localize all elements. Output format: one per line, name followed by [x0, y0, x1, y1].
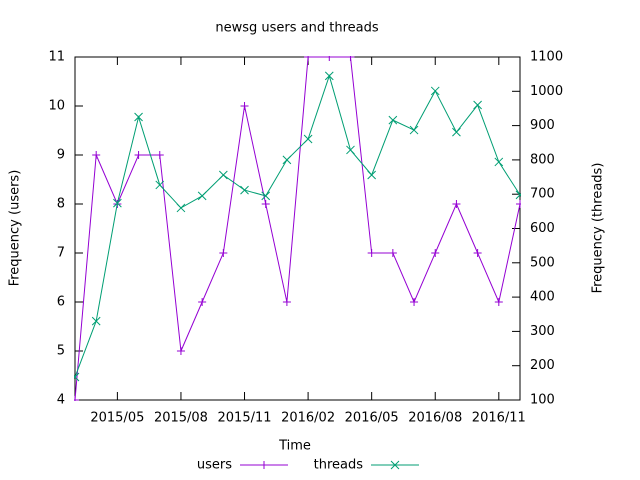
point-marker: [452, 127, 461, 137]
point-marker: [452, 200, 461, 208]
point-marker: [346, 56, 355, 61]
y2-tick-label: 600: [530, 221, 555, 236]
point-marker: [515, 190, 521, 200]
chart-title: newsg users and threads: [215, 21, 378, 36]
point-marker: [303, 134, 313, 144]
y2-tick-label: 900: [530, 118, 555, 133]
point-marker: [74, 372, 80, 382]
y-tick-label: 5: [57, 344, 65, 359]
point-marker: [282, 298, 291, 306]
point-marker: [155, 180, 165, 190]
point-marker: [388, 115, 398, 125]
point-marker: [325, 56, 334, 61]
point-marker: [367, 249, 376, 257]
point-marker: [282, 155, 292, 165]
y-tick-label: 7: [57, 246, 65, 261]
point-marker: [198, 298, 207, 306]
point-marker: [113, 198, 122, 208]
x-tick-label: 2016/05: [345, 411, 399, 426]
point-marker: [473, 249, 482, 257]
point-marker: [261, 200, 270, 208]
series-line: [74, 56, 521, 401]
y2-tick-label: 700: [530, 187, 555, 202]
point-marker: [240, 185, 249, 195]
y-tick-label: 10: [48, 99, 65, 114]
x-tick-label: 2016/02: [281, 411, 335, 426]
legend-marker: [390, 460, 400, 470]
point-marker: [516, 200, 521, 208]
y2-tick-label: 200: [530, 358, 555, 373]
y-tick-label: 11: [48, 50, 65, 65]
point-marker: [74, 396, 79, 401]
point-marker: [346, 145, 355, 155]
y2-tick-label: 1100: [530, 50, 563, 65]
x-axis-label: Time: [278, 439, 311, 454]
y2-tick-label: 300: [530, 324, 555, 339]
y-tick-label: 4: [57, 393, 65, 408]
point-marker: [155, 151, 164, 159]
y2-tick-label: 500: [530, 255, 555, 270]
y2-tick-label: 800: [530, 152, 555, 167]
legend-label: threads: [314, 458, 364, 473]
y-tick-label: 9: [57, 148, 65, 163]
plot-area: [74, 56, 521, 401]
point-marker: [176, 203, 186, 213]
y-tick-label: 8: [57, 197, 65, 212]
x-tick-label: 2015/05: [90, 411, 144, 426]
y2-tick-label: 1000: [530, 84, 563, 99]
point-marker: [410, 298, 419, 306]
x-tick-label: 2015/11: [218, 411, 272, 426]
x-tick-label: 2016/11: [472, 411, 526, 426]
y-tick-label: 6: [57, 295, 65, 310]
point-marker: [431, 249, 440, 257]
point-marker: [324, 71, 334, 81]
point-marker: [219, 249, 228, 257]
series-line: [74, 74, 521, 378]
point-marker: [367, 170, 377, 180]
point-marker: [430, 86, 440, 96]
plot-frame: [74, 56, 521, 401]
point-marker: [176, 347, 185, 355]
point-marker: [197, 191, 207, 201]
y2-axis-label: Frequency (threads): [591, 163, 606, 294]
y-axis-label: Frequency (users): [8, 170, 23, 287]
legend-label: users: [197, 458, 232, 473]
point-marker: [134, 151, 143, 159]
y2-tick-label: 400: [530, 290, 555, 305]
point-marker: [388, 249, 397, 257]
point-marker: [409, 125, 419, 135]
point-marker: [134, 112, 143, 122]
point-marker: [494, 157, 504, 167]
point-marker: [240, 102, 249, 110]
point-marker: [91, 316, 101, 326]
point-marker: [218, 170, 228, 180]
point-marker: [304, 56, 313, 61]
x-tick-label: 2016/08: [408, 411, 462, 426]
point-marker: [261, 191, 271, 201]
point-marker: [494, 298, 503, 306]
legend-marker: [260, 461, 268, 469]
x-tick-label: 2015/08: [154, 411, 208, 426]
point-marker: [473, 100, 482, 110]
y2-tick-label: 100: [530, 393, 555, 408]
point-marker: [92, 151, 101, 159]
